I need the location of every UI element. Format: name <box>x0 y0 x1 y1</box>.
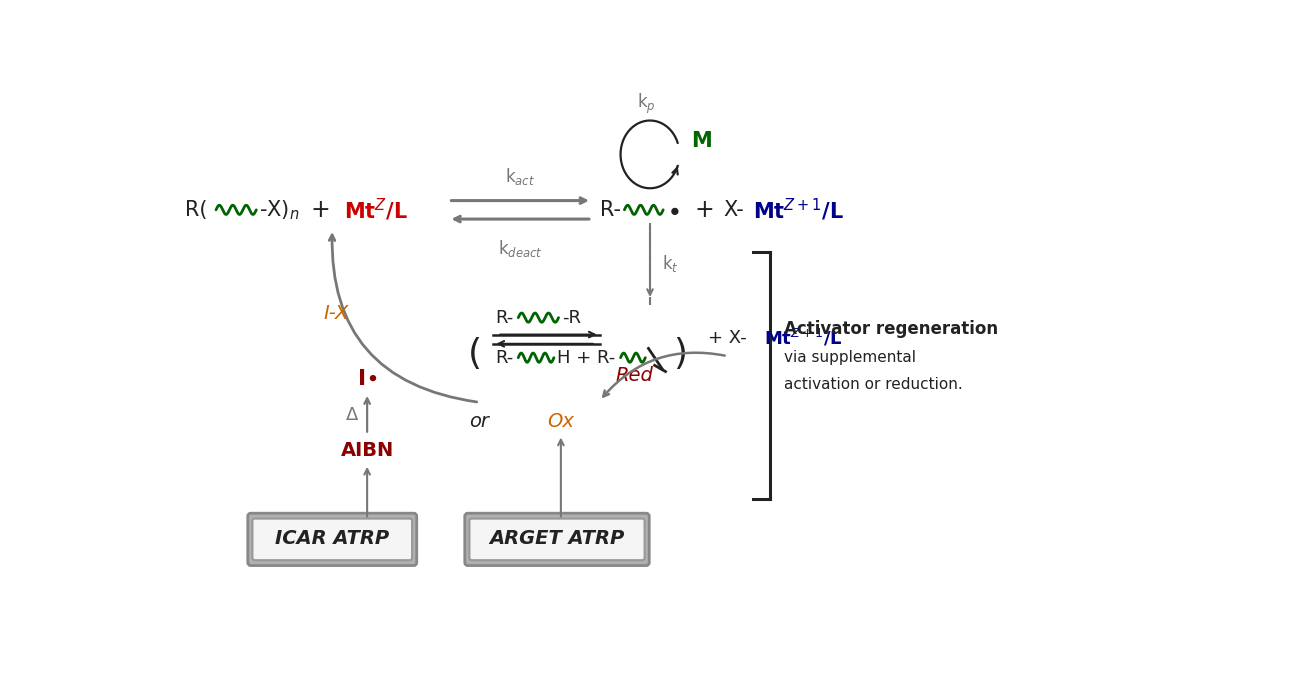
Text: k$_{deact}$: k$_{deact}$ <box>498 238 542 259</box>
Text: ): ) <box>673 337 687 371</box>
Text: R(: R( <box>185 200 207 220</box>
Text: Red: Red <box>616 366 653 385</box>
Text: AIBN: AIBN <box>340 441 393 460</box>
Text: -R: -R <box>562 309 581 326</box>
Text: -X)$_n$: -X)$_n$ <box>259 198 300 221</box>
Text: X-: X- <box>723 200 744 220</box>
FancyBboxPatch shape <box>465 513 650 565</box>
Text: via supplemental: via supplemental <box>784 350 916 365</box>
Text: R-: R- <box>496 349 514 367</box>
Text: Mt$^{Z+1}$/L: Mt$^{Z+1}$/L <box>753 197 844 223</box>
Text: I-X: I-X <box>324 304 349 324</box>
Text: +: + <box>695 198 714 222</box>
Text: ARGET ATRP: ARGET ATRP <box>489 529 625 548</box>
FancyBboxPatch shape <box>247 513 417 565</box>
Text: +: + <box>311 198 330 222</box>
Text: R-: R- <box>599 200 621 220</box>
Text: $\bullet$: $\bullet$ <box>666 198 679 222</box>
Text: M: M <box>691 131 712 150</box>
Text: k$_{act}$: k$_{act}$ <box>505 167 536 188</box>
Text: H + R-: H + R- <box>556 349 615 367</box>
Text: + X-: + X- <box>708 328 747 347</box>
Text: or: or <box>470 412 489 431</box>
Text: ICAR ATRP: ICAR ATRP <box>276 529 389 548</box>
Text: activation or reduction.: activation or reduction. <box>784 377 963 392</box>
Text: Ox: Ox <box>547 412 575 431</box>
Text: $\Delta$: $\Delta$ <box>344 406 358 424</box>
Text: I$\bullet$: I$\bullet$ <box>357 369 378 389</box>
Text: k$_p$: k$_p$ <box>637 91 656 116</box>
Text: (: ( <box>468 337 481 371</box>
FancyBboxPatch shape <box>470 519 644 560</box>
Text: Mt$^Z$/L: Mt$^Z$/L <box>344 197 408 223</box>
Text: k$_t$: k$_t$ <box>663 253 679 274</box>
Text: R-: R- <box>496 309 514 326</box>
FancyBboxPatch shape <box>252 519 411 560</box>
Text: Mt$^{Z+1}$/L: Mt$^{Z+1}$/L <box>763 327 842 348</box>
Text: Activator regeneration: Activator regeneration <box>784 320 998 338</box>
